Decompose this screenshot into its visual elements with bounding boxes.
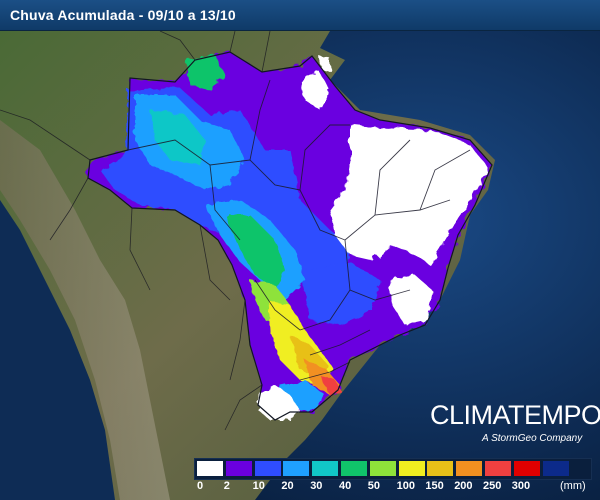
legend-swatch	[427, 461, 454, 476]
legend-label: 150	[425, 480, 444, 492]
legend-swatch	[542, 461, 569, 476]
legend-swatch	[485, 461, 511, 476]
legend-swatch	[369, 461, 396, 476]
legend-label: 50	[367, 480, 381, 492]
legend-swatch	[456, 461, 483, 476]
climatempo-logo: CLIMATEMPO A StormGeo Company	[430, 400, 600, 450]
legend-label: 20	[281, 480, 294, 492]
legend-label: 10	[252, 480, 265, 492]
state-borders	[127, 79, 471, 381]
legend-swatch	[312, 461, 339, 476]
header-bar: Chuva Acumulada - 09/10 a 13/10	[0, 0, 600, 31]
logo-brand-text: CLIMATEMPO	[430, 400, 600, 430]
country-borders	[0, 31, 271, 431]
legend-label: 40	[339, 480, 352, 492]
precipitation-legend: 0 2 10 20 30 40 50 100 150 200 250 300 (mm)	[194, 458, 594, 496]
rainfall-map	[0, 31, 600, 500]
andes-mountains	[0, 120, 170, 500]
logo-tagline: A StormGeo Company	[482, 433, 583, 444]
pacific-ocean	[0, 200, 115, 500]
legend-label: 0	[197, 480, 204, 492]
legend-label: 250	[483, 480, 502, 492]
legend-label: 200	[454, 480, 473, 492]
legend-swatch	[254, 461, 281, 476]
legend-unit: (mm)	[560, 480, 586, 492]
legend-swatch	[283, 461, 310, 476]
brazil-outline	[87, 51, 493, 421]
legend-swatch	[513, 461, 540, 476]
legend-label: 30	[310, 480, 323, 492]
page-title: Chuva Acumulada - 09/10 a 13/10	[10, 7, 236, 23]
legend-swatch	[398, 461, 425, 476]
legend-label: 100	[396, 480, 415, 492]
legend-swatch	[341, 461, 367, 476]
legend-swatch	[225, 461, 252, 476]
legend-label: 2	[223, 480, 230, 492]
legend-label: 300	[511, 480, 531, 492]
legend-swatch	[197, 461, 223, 476]
